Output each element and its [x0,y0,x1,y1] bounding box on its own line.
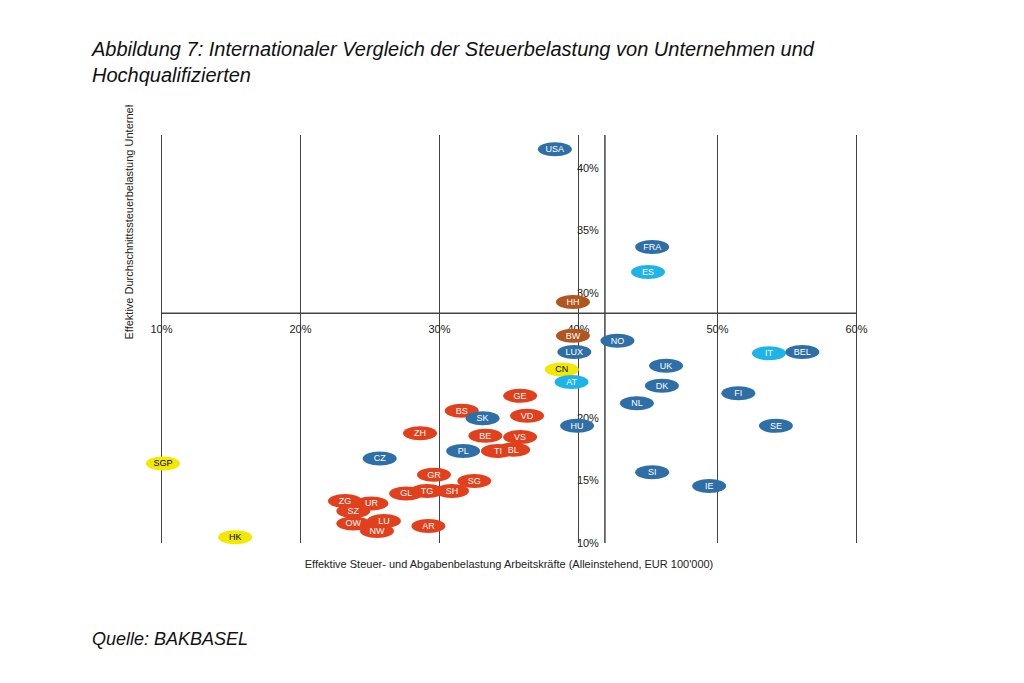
svg-text:Effektive Steuer- und Abgabenb: Effektive Steuer- und Abgabenbelastung A… [305,558,714,570]
svg-text:VD: VD [521,411,534,421]
svg-text:USA: USA [546,144,565,154]
svg-text:CZ: CZ [374,453,386,463]
svg-text:35%: 35% [577,224,599,236]
svg-text:SH: SH [446,486,459,496]
svg-text:20%: 20% [289,323,311,335]
svg-text:GE: GE [514,391,527,401]
svg-text:30%: 30% [428,323,450,335]
svg-text:LUX: LUX [566,347,584,357]
svg-text:GL: GL [400,488,412,498]
svg-text:30%: 30% [576,286,599,299]
svg-text:IT: IT [765,348,774,358]
html-text:Quelle: BAKBASEL: Quelle: BAKBASEL [92,629,249,649]
svg-text:ZG: ZG [339,496,352,506]
svg-text:VS: VS [514,432,526,442]
svg-text:PL: PL [458,446,469,456]
svg-text:SI: SI [648,467,657,477]
svg-text:TI: TI [494,446,502,456]
svg-text:UR: UR [365,498,378,508]
svg-text:40%: 40% [567,322,590,335]
svg-text:50%: 50% [706,323,728,335]
svg-text:AT: AT [566,377,577,387]
svg-text:BW: BW [566,331,581,341]
svg-text:BS: BS [456,406,468,416]
svg-text:CN: CN [555,364,568,374]
svg-text:15%: 15% [577,474,599,486]
svg-text:SZ: SZ [348,506,360,516]
svg-text:SGP: SGP [153,458,172,468]
svg-text:IE: IE [705,481,714,491]
svg-text:TG: TG [421,486,434,496]
svg-text:GR: GR [427,470,441,480]
svg-text:BE: BE [479,431,491,441]
svg-text:60%: 60% [845,323,867,335]
svg-text:UK: UK [660,361,673,371]
svg-text:HU: HU [571,421,584,431]
svg-text:FI: FI [734,388,742,398]
svg-text:DK: DK [656,381,669,391]
html-text:Abbildung 7: Internationaler V: Abbildung 7: Internationaler Vergleich d… [92,38,814,86]
svg-text:SK: SK [477,413,489,423]
svg-text:NL: NL [631,398,643,408]
svg-text:20%: 20% [576,411,599,424]
svg-text:ZH: ZH [414,428,426,438]
svg-text:BL: BL [508,445,519,455]
svg-text:Effektive Durchschnittssteuerb: Effektive Durchschnittssteuerbelastung U… [123,105,135,340]
svg-text:SE: SE [770,421,782,431]
svg-text:10%: 10% [150,323,172,335]
svg-text:ES: ES [642,267,654,277]
svg-text:10%: 10% [577,537,599,549]
svg-text:NW: NW [369,526,384,536]
svg-text:HK: HK [229,532,242,542]
svg-text:40%: 40% [577,162,599,174]
svg-text:FRA: FRA [643,242,661,252]
svg-text:AR: AR [422,521,435,531]
svg-text:SG: SG [468,476,481,486]
svg-text:BEL: BEL [794,347,811,357]
svg-text:OW: OW [346,518,362,528]
svg-text:NO: NO [611,336,625,346]
svg-text:LU: LU [378,516,390,526]
svg-text:HH: HH [566,297,579,307]
